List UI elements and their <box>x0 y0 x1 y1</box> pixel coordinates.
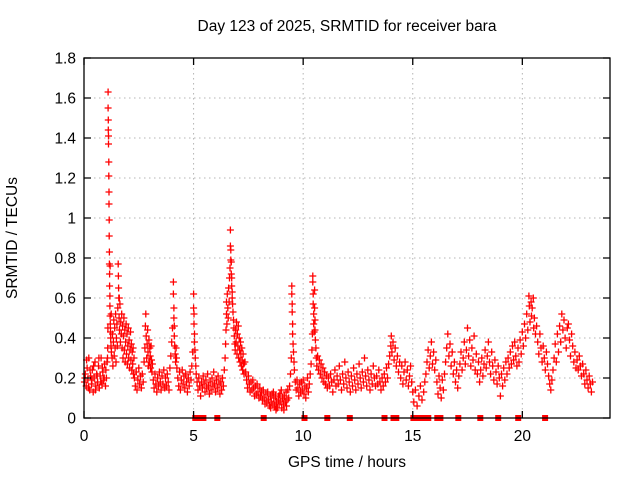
y-tick-label: 1 <box>67 211 76 228</box>
y-tick-label: 1.2 <box>54 171 76 188</box>
y-tick-labels: 0 0.2 0.4 0.6 0.8 1 1.2 1.4 1.6 1.8 <box>54 51 76 428</box>
y-tick-label: 0.2 <box>54 371 76 388</box>
y-tick-label: 1.6 <box>54 91 76 108</box>
x-tick-label: 0 <box>80 428 89 445</box>
y-tick-label: 1.4 <box>54 131 76 148</box>
chart-title: Day 123 of 2025, SRMTID for receiver bar… <box>198 18 497 35</box>
x-tick-label: 10 <box>295 428 313 445</box>
x-tick-labels: 0 5 10 15 20 <box>80 428 532 445</box>
y-tick-label: 0.4 <box>54 331 76 348</box>
x-tick-label: 15 <box>404 428 421 445</box>
zero-flag-points <box>192 415 549 421</box>
y-axis-label: SRMTID / TECUs <box>4 177 21 299</box>
x-tick-label: 20 <box>514 428 532 445</box>
grid-lines <box>84 58 610 418</box>
x-axis-label: GPS time / hours <box>288 454 406 471</box>
y-tick-label: 0.8 <box>54 251 76 268</box>
plot-border <box>83 57 611 419</box>
y-tick-label: 0.6 <box>54 291 76 308</box>
y-tick-label: 1.8 <box>54 51 76 68</box>
y-tick-label: 0 <box>67 411 76 428</box>
x-tick-label: 5 <box>189 428 198 445</box>
